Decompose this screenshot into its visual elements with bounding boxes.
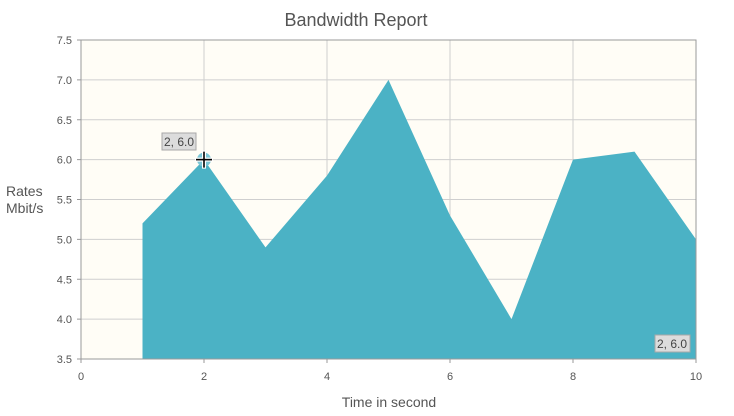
cursor-readout: 2, 6.0 bbox=[654, 334, 691, 353]
point-tooltip: 2, 6.0 bbox=[161, 132, 197, 151]
x-tick-label: 10 bbox=[690, 371, 702, 383]
cursor-readout-box bbox=[654, 334, 691, 353]
y-tick-label: 3.5 bbox=[57, 354, 72, 366]
x-tick-label: 4 bbox=[324, 371, 330, 383]
x-axis-label: Time in second bbox=[342, 394, 436, 410]
y-tick-label: 7.5 bbox=[57, 35, 72, 47]
y-tick-label: 4.0 bbox=[57, 314, 72, 326]
y-tick-label: 7.0 bbox=[57, 75, 72, 87]
x-tick-label: 2 bbox=[201, 371, 207, 383]
y-axis-label-line-2: Mbit/s bbox=[6, 200, 43, 216]
y-tick-label: 5.0 bbox=[57, 234, 72, 246]
x-tick-label: 0 bbox=[78, 371, 84, 383]
axis-ticks: 0 2 4 6 8 10 3.5 4.0 4.5 5.0 5.5 6.0 6.5 7.0 7.5 bbox=[57, 35, 702, 383]
chart-title: Bandwidth Report bbox=[284, 10, 427, 30]
area-series-fill bbox=[142, 79, 696, 359]
x-tick-label: 8 bbox=[570, 371, 576, 383]
y-tick-label: 6.0 bbox=[57, 155, 72, 167]
y-tick-label: 6.5 bbox=[57, 115, 72, 127]
highlight-layer bbox=[195, 150, 213, 169]
area-series bbox=[142, 79, 696, 359]
crosshair-cursor-icon bbox=[195, 150, 213, 169]
tooltip-text: 2, 6.0 bbox=[164, 135, 194, 149]
y-tick-label: 4.5 bbox=[57, 274, 72, 286]
x-tick-label: 6 bbox=[447, 371, 453, 383]
y-tick-label: 5.5 bbox=[57, 195, 72, 207]
cursor-readout-text: 2, 6.0 bbox=[657, 337, 687, 351]
y-axis-label-line-1: Rates bbox=[6, 183, 43, 199]
tooltip-box bbox=[161, 132, 197, 151]
